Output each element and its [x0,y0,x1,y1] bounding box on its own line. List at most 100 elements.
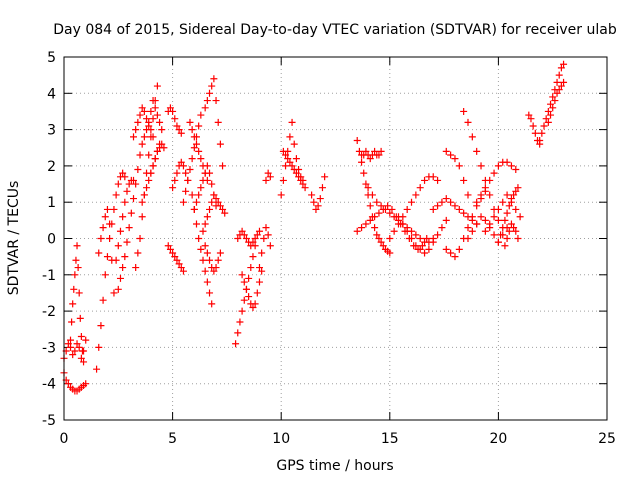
data-point [366,216,374,224]
data-point [138,140,146,148]
data-point [145,176,153,184]
data-point [156,118,164,126]
data-point [132,264,140,272]
data-point [99,224,107,232]
data-point [371,224,379,232]
data-point [292,155,300,163]
series-sat-a [60,369,90,395]
data-point [140,133,148,141]
series-sat-at [525,111,544,148]
data-point [149,97,157,105]
data-point [288,118,296,126]
data-point [208,180,216,188]
data-point [240,231,248,239]
data-point [451,155,459,163]
data-point [386,209,394,217]
data-point [123,238,131,246]
data-point [262,176,270,184]
data-point [425,245,433,253]
data-point [366,155,374,163]
data-point [375,235,383,242]
data-point [481,227,489,235]
data-point [503,235,511,242]
data-point [555,71,563,79]
y-tick-label: 4 [47,86,56,102]
data-point [501,242,509,250]
data-point [192,198,200,206]
data-point [201,267,209,275]
series-sat-au [536,60,568,144]
data-point [557,64,565,72]
data-point [74,264,82,272]
data-point [136,151,144,159]
data-point [132,126,140,134]
data-point [112,256,120,264]
data-point [373,198,381,206]
data-point [512,187,520,195]
data-point [553,89,561,97]
data-point [497,231,505,239]
data-point [199,176,207,184]
data-point [208,82,216,90]
data-point [468,213,476,221]
data-point [429,205,437,213]
data-point [70,285,78,293]
data-point [103,205,111,213]
data-point [249,253,257,261]
data-point [234,235,242,242]
data-point [455,162,463,170]
data-point [190,144,198,152]
grid-lines [64,57,607,420]
data-point [116,227,124,235]
data-point [503,209,511,217]
data-point [505,202,513,210]
data-point [321,173,329,181]
series-sat-ak [429,195,481,228]
data-point [106,220,114,228]
data-point [507,220,515,228]
data-point [282,162,290,170]
data-point [514,235,522,242]
data-point [538,129,546,137]
data-point [255,264,263,272]
data-point [95,343,103,351]
data-point [216,140,224,148]
data-point [116,274,124,282]
data-point [447,151,455,159]
series-sat-av [544,78,568,126]
data-point [353,227,361,235]
y-tick-label: -3 [42,340,56,356]
data-point [377,238,385,246]
series-sat-e [95,205,118,297]
data-point [186,118,194,126]
data-point [262,224,270,232]
series-sat-c [67,242,88,366]
data-point [551,97,559,105]
x-axis-label: GPS time / hours [276,458,393,474]
data-point [494,216,502,224]
series-sat-m [164,104,185,137]
data-point [403,205,411,213]
data-point [412,191,420,199]
data-point [99,296,107,304]
data-point [182,169,190,177]
data-point [201,220,209,228]
x-tick-label: 20 [489,431,507,447]
data-point [416,184,424,192]
data-point [353,136,361,144]
data-point [121,198,129,206]
data-point [494,238,502,246]
data-point [460,209,468,217]
data-point [560,78,568,86]
data-point [260,235,268,242]
data-point [316,195,324,203]
data-point [481,216,489,224]
data-point [536,136,544,144]
data-point [240,278,248,286]
data-point [360,169,368,177]
data-point [423,235,431,242]
data-point [138,104,146,112]
data-point [192,220,200,228]
data-point [110,205,118,213]
